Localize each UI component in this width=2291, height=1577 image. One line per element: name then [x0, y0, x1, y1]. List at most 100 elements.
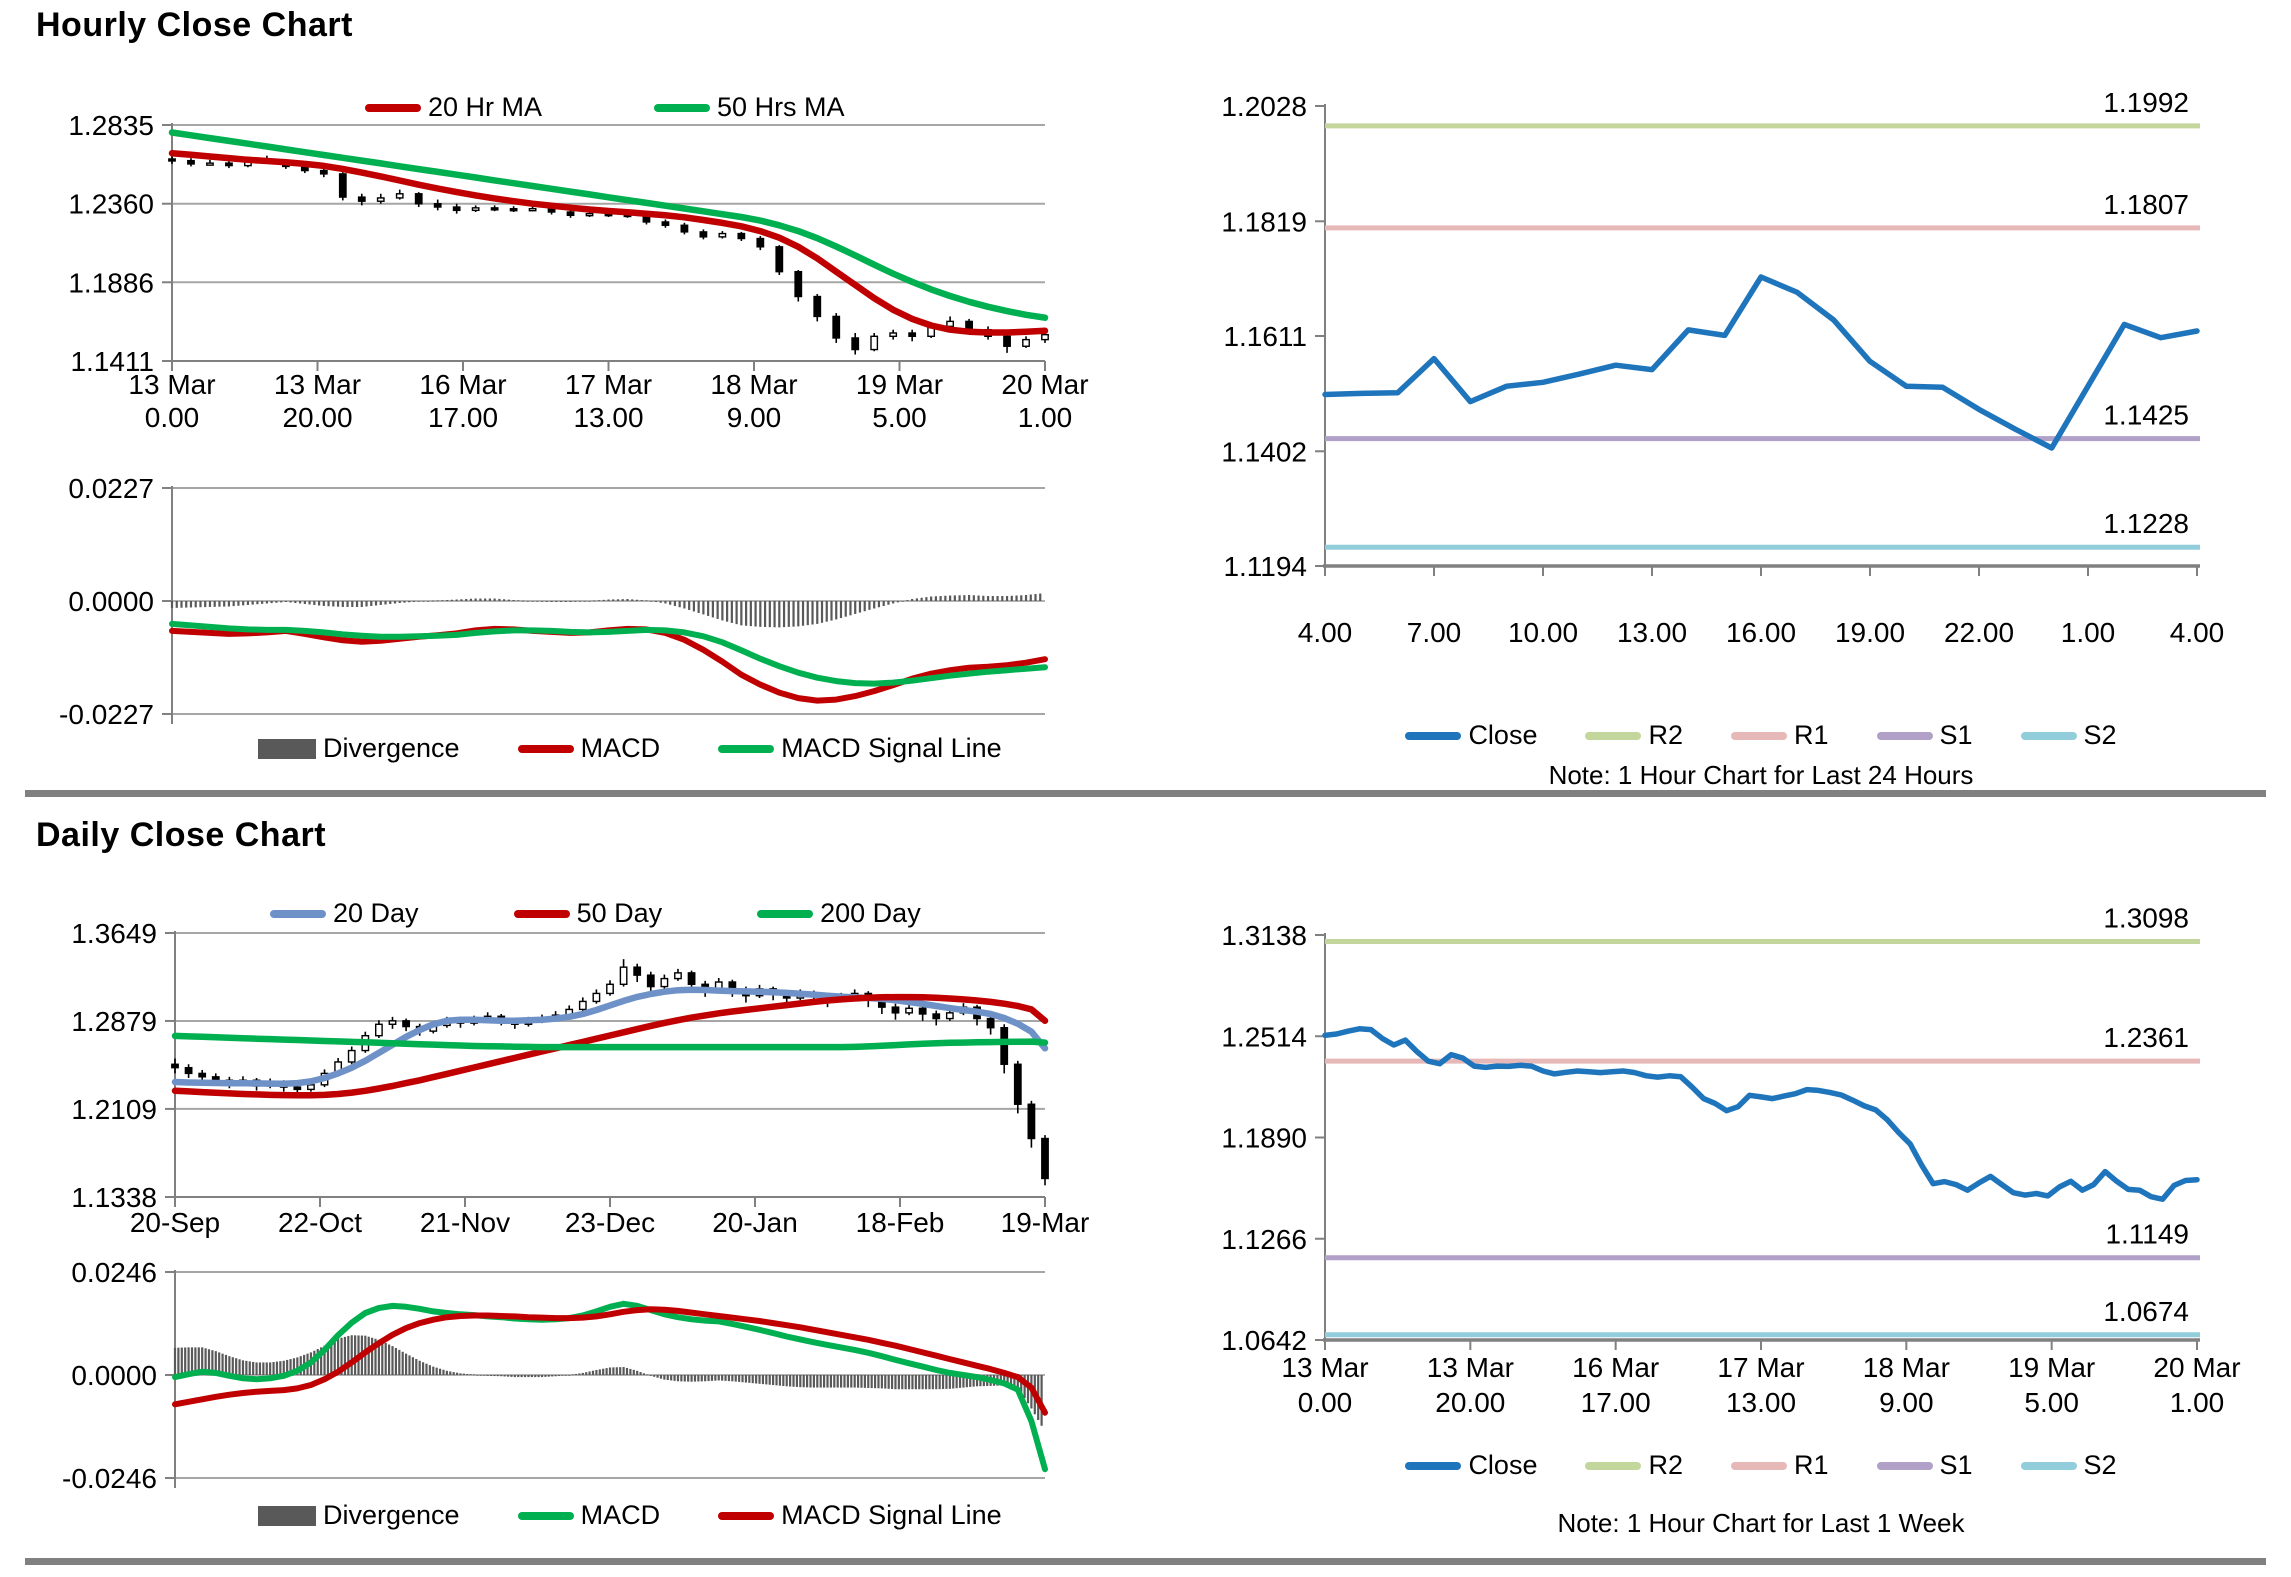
x-tick-label: 19.00 — [1835, 617, 1905, 648]
divergence-bar — [650, 601, 653, 602]
legend-label: R2 — [1648, 1450, 1683, 1480]
divergence-bar — [289, 1359, 292, 1375]
x-tick-label: 17.00 — [428, 402, 498, 433]
candle-body — [171, 1063, 179, 1069]
candle-body — [184, 1066, 193, 1075]
level-label-s1: 1.1425 — [2103, 400, 2189, 431]
y-tick-label: 1.1890 — [1221, 1123, 1307, 1154]
divergence-bar — [346, 601, 349, 607]
legend-label: 20 Hr MA — [428, 92, 543, 122]
hourly-price-legend: 20 Hr MA 50 Hrs MA — [365, 92, 845, 123]
divergence-bar — [867, 1375, 870, 1388]
divergence-bar — [303, 601, 306, 604]
divergence-bar — [775, 1375, 778, 1386]
y-tick-label: 1.1266 — [1221, 1224, 1307, 1255]
divergence-bar — [892, 601, 895, 604]
divergence-bar — [809, 1375, 812, 1388]
divergence-bar — [197, 1347, 200, 1375]
divergence-bar — [906, 600, 909, 601]
candle-body — [851, 337, 860, 351]
candle-body — [225, 162, 233, 167]
divergence-bar — [404, 1353, 408, 1375]
divergence-bar — [1023, 1375, 1026, 1399]
divergence-bar — [231, 1357, 234, 1375]
legend-item-macd: MACD — [517, 733, 660, 764]
divergence-bar — [540, 1375, 544, 1378]
divergence-bar — [792, 601, 795, 627]
divergence-bar — [571, 1374, 574, 1376]
divergence-bar — [401, 1351, 404, 1375]
legend-item-s2: S2 — [2020, 720, 2117, 751]
divergence-bar — [645, 600, 648, 602]
legend-line-swatch — [718, 744, 775, 753]
y-tick-label: 1.2514 — [1221, 1021, 1307, 1052]
candle-body — [375, 1023, 383, 1037]
x-tick-label: 4.00 — [2170, 617, 2225, 648]
x-tick-label: 9.00 — [727, 402, 782, 433]
legend-line-swatch — [1405, 731, 1462, 740]
candle-body — [986, 1017, 995, 1029]
x-tick-label: 13.00 — [1726, 1387, 1796, 1418]
divergence-bar — [246, 601, 250, 605]
divergence-bar — [1024, 595, 1028, 601]
legend-line-swatch — [1585, 1461, 1642, 1470]
divergence-bar — [296, 1357, 299, 1375]
x-tick-label: 16 Mar — [419, 369, 506, 400]
divergence-bar — [204, 1348, 207, 1375]
divergence-bar — [986, 596, 990, 601]
divergence-bar — [666, 1375, 669, 1381]
divergence-bar — [839, 601, 843, 619]
divergence-bar — [846, 1375, 849, 1388]
legend-label: Divergence — [323, 1500, 460, 1530]
divergence-bar — [484, 598, 487, 601]
divergence-bar — [920, 597, 923, 601]
x-tick-label: 1.00 — [1018, 402, 1073, 433]
divergence-bar — [734, 1375, 737, 1382]
divergence-bar — [534, 1375, 537, 1378]
divergence-bar — [958, 595, 961, 601]
y-tick-label: 0.0227 — [68, 473, 154, 504]
divergence-bar — [333, 1340, 336, 1375]
divergence-bar — [901, 601, 904, 602]
legend-line-swatch — [2020, 731, 2077, 740]
candle-body — [585, 212, 594, 217]
divergence-bar — [486, 1375, 489, 1376]
candle-body — [1022, 338, 1030, 347]
x-tick-label: 20.00 — [282, 402, 352, 433]
divergence-bar — [591, 1370, 595, 1375]
divergence-bar — [299, 601, 302, 604]
divergence-bar — [1020, 595, 1023, 601]
divergence-bar — [717, 1375, 720, 1381]
legend-line-swatch — [757, 909, 814, 918]
divergence-bar — [626, 599, 629, 601]
legend-item-macd: MACD — [517, 1500, 660, 1531]
divergence-bar — [797, 601, 800, 627]
divergence-bar — [904, 1375, 907, 1390]
divergence-bar — [286, 1359, 289, 1375]
candle-body — [606, 983, 614, 995]
divergence-bar — [751, 1375, 754, 1384]
divergence-bar — [218, 1352, 221, 1375]
y-tick-label: 1.1402 — [1221, 436, 1307, 467]
divergence-bar — [578, 1373, 581, 1375]
daily-section-title: Daily Close Chart — [36, 816, 327, 854]
y-tick-label: -0.0246 — [62, 1463, 157, 1494]
divergence-bar — [825, 601, 828, 622]
divergence-bar — [616, 599, 620, 601]
legend-box-swatch — [258, 738, 316, 759]
hourly-macd-legend: Divergence MACD MACD Signal Line — [258, 733, 1002, 764]
divergence-bar — [934, 596, 937, 601]
divergence-bar — [955, 1375, 958, 1389]
divergence-bar — [354, 1335, 357, 1375]
divergence-bar — [721, 601, 724, 621]
divergence-bar — [374, 1338, 377, 1375]
legend-line-swatch — [1405, 1461, 1462, 1470]
divergence-bar — [887, 601, 890, 605]
divergence-bar — [554, 1375, 557, 1377]
x-tick-label: 16.00 — [1726, 617, 1796, 648]
divergence-bar — [915, 598, 918, 601]
divergence-bar — [561, 1375, 564, 1376]
candle-body — [737, 232, 746, 240]
y-tick-label: 0.0000 — [68, 586, 154, 617]
